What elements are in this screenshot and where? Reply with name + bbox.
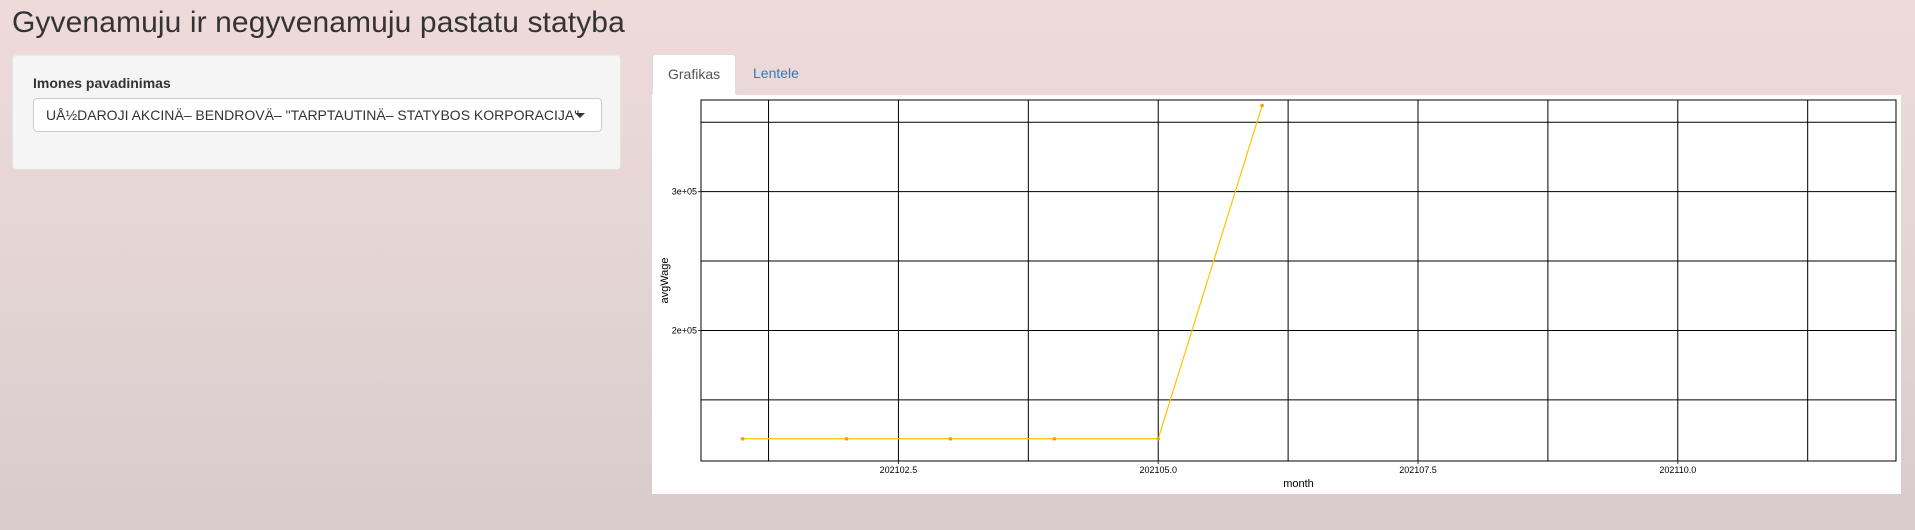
data-point	[1260, 103, 1264, 108]
plot-area: 2e+05 3e+05 202102.5 202105.0 202107.5 202110…	[652, 95, 1901, 494]
data-point	[844, 436, 849, 441]
page-title: Gyvenamuju ir negyvenamuju pastatu staty…	[12, 6, 625, 39]
tab-grafikas[interactable]: Grafikas	[652, 54, 737, 95]
data-point	[1052, 436, 1057, 441]
x-tick-label: 202105.0	[1139, 465, 1177, 475]
company-select-value: UÅ½DAROJI AKCINÄ– BENDROVÄ– "TARPTAUTINÄ…	[46, 107, 580, 123]
x-tick-label: 202102.5	[880, 465, 918, 475]
company-name-label: Imones pavadinimas	[33, 75, 171, 91]
data-point	[948, 436, 953, 441]
y-axis-title: avgWage	[659, 257, 671, 303]
line-chart: 2e+05 3e+05 202102.5 202105.0 202107.5 202110…	[659, 99, 1897, 490]
tab-lentele[interactable]: Lentele	[753, 65, 799, 81]
caret-down-icon[interactable]	[575, 113, 585, 118]
data-point	[1156, 436, 1161, 441]
series-line	[742, 105, 1263, 440]
data-point	[740, 436, 745, 441]
x-tick-label: 202107.5	[1399, 465, 1437, 475]
y-tick-label: 3e+05	[672, 187, 697, 197]
company-select[interactable]: UÅ½DAROJI AKCINÄ– BENDROVÄ– "TARPTAUTINÄ…	[33, 98, 602, 132]
plot-panel-border	[700, 99, 1897, 462]
x-axis-title: month	[1283, 478, 1314, 490]
y-tick-label: 2e+05	[672, 325, 697, 335]
x-tick-label: 202110.0	[1659, 465, 1696, 475]
sidebar-panel: Imones pavadinimas UÅ½DAROJI AKCINÄ– BEN…	[12, 54, 621, 170]
